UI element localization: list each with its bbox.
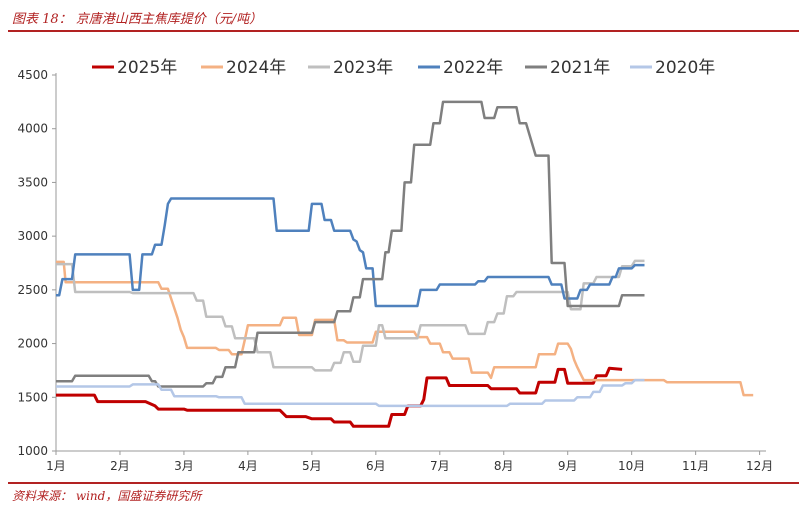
x-tick-label: 8月 bbox=[494, 459, 514, 473]
chart-axes: 1000 1500 2000 2500 3000 3500 4000 4500 1月 2月 3月 4月… bbox=[17, 68, 773, 473]
series-line-2021年 bbox=[56, 100, 645, 388]
legend-label: 2021年 bbox=[550, 58, 610, 78]
chart-series bbox=[56, 100, 754, 428]
y-tick-label: 2500 bbox=[17, 283, 48, 297]
y-tick-label: 1000 bbox=[17, 444, 48, 458]
x-tick-label: 6月 bbox=[366, 459, 386, 473]
y-tick-label: 3500 bbox=[17, 175, 48, 189]
y-tick-label: 4000 bbox=[17, 122, 48, 136]
y-tick-label: 1500 bbox=[17, 390, 48, 404]
source-note: 资料来源： wind，国盛证券研究所 bbox=[12, 489, 202, 503]
series-line-2023年 bbox=[56, 259, 645, 372]
x-tick-label: 11月 bbox=[682, 459, 709, 473]
bottom-rule bbox=[8, 482, 799, 484]
x-tick-label: 12月 bbox=[746, 459, 773, 473]
x-tick-label: 1月 bbox=[46, 459, 66, 473]
legend-label: 2020年 bbox=[655, 58, 715, 78]
series-line-2022年 bbox=[56, 197, 645, 308]
legend-label: 2024年 bbox=[226, 58, 286, 78]
series-line-2020年 bbox=[56, 378, 645, 408]
x-tick-label: 5月 bbox=[302, 459, 322, 473]
y-tick-label: 4500 bbox=[17, 68, 48, 82]
top-rule bbox=[8, 30, 799, 32]
legend-label: 2025年 bbox=[117, 58, 177, 78]
y-tick-label: 3000 bbox=[17, 229, 48, 243]
x-tick-label: 2月 bbox=[110, 459, 130, 473]
x-tick-label: 4月 bbox=[238, 459, 258, 473]
x-tick-label: 9月 bbox=[558, 459, 578, 473]
y-tick-label: 2000 bbox=[17, 337, 48, 351]
x-tick-label: 7月 bbox=[430, 459, 450, 473]
x-tick-label: 10月 bbox=[618, 459, 645, 473]
chart-caption: 图表 18： 京唐港山西主焦库提价（元/吨） bbox=[12, 12, 263, 27]
series-line-2024年 bbox=[56, 260, 754, 397]
chart-legend: 2025年 2024年 2023年 2022年 2021年 2020年 bbox=[92, 58, 715, 78]
legend-label: 2022年 bbox=[443, 58, 503, 78]
x-tick-label: 3月 bbox=[174, 459, 194, 473]
legend-label: 2023年 bbox=[333, 58, 393, 78]
